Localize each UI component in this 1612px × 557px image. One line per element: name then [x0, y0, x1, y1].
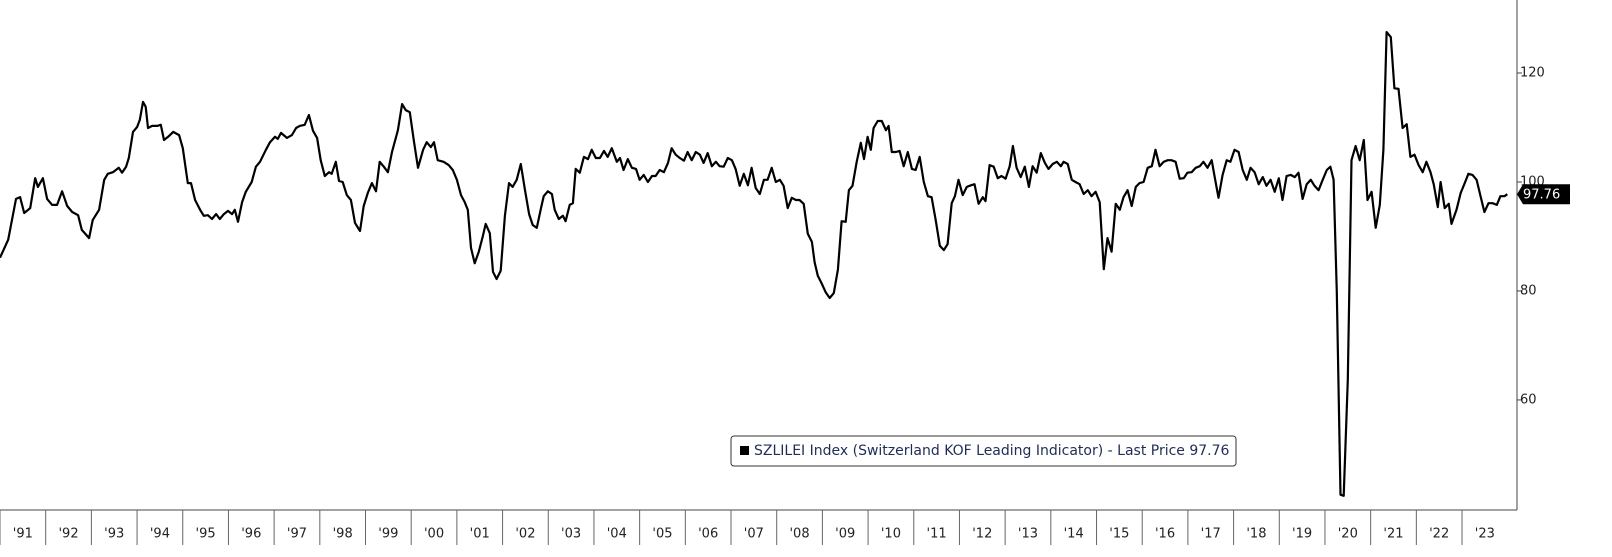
last-price-tag	[1517, 184, 1570, 205]
x-tick-label: '19	[1292, 527, 1312, 542]
legend-box	[730, 435, 1237, 467]
x-tick-label: '11	[927, 527, 947, 542]
y-tick-label: 120	[1520, 66, 1545, 81]
x-tick-label: '01	[470, 527, 490, 542]
legend-swatch	[740, 446, 749, 455]
x-tick-label: '93	[104, 527, 124, 542]
x-tick-label: '13	[1018, 527, 1038, 542]
x-tick-label: '12	[972, 527, 992, 542]
x-tick-label: '91	[13, 527, 33, 542]
y-tick-label: 60	[1520, 392, 1537, 407]
legend-label: SZLILEI Index (Switzerland KOF Leading I…	[754, 443, 1230, 459]
x-tick-label: '20	[1338, 527, 1358, 542]
x-tick-label: '07	[744, 527, 764, 542]
x-tick-label: '23	[1475, 527, 1495, 542]
x-tick-label: '96	[241, 527, 261, 542]
x-tick-label: '00	[424, 527, 444, 542]
x-tick-label: '02	[515, 527, 535, 542]
x-tick-label: '17	[1201, 527, 1221, 542]
x-tick-label: '97	[287, 527, 307, 542]
x-tick-label: '21	[1383, 527, 1403, 542]
x-tick-label: '03	[561, 527, 581, 542]
x-tick-label: '92	[58, 527, 78, 542]
x-tick-label: '14	[1064, 527, 1084, 542]
x-tick-label: '18	[1246, 527, 1266, 542]
x-tick-label: '95	[196, 527, 216, 542]
y-tick-label: 80	[1520, 283, 1537, 298]
legend: SZLILEI Index (Switzerland KOF Leading I…	[730, 435, 1237, 467]
x-tick-label: '08	[789, 527, 809, 542]
x-tick-label: '98	[333, 527, 353, 542]
x-tick-label: '99	[378, 527, 398, 542]
x-tick-label: '15	[1109, 527, 1129, 542]
series-line	[0, 31, 1508, 497]
x-tick-label: '22	[1429, 527, 1449, 542]
x-tick-label: '05	[652, 527, 672, 542]
x-tick-label: '09	[835, 527, 855, 542]
x-tick-label: '06	[698, 527, 718, 542]
x-tick-label: '16	[1155, 527, 1175, 542]
last-price-label: 97.76	[1523, 188, 1560, 203]
x-tick-label: '10	[881, 527, 901, 542]
x-tick-label: '04	[607, 527, 627, 542]
x-tick-label: '94	[150, 527, 170, 542]
